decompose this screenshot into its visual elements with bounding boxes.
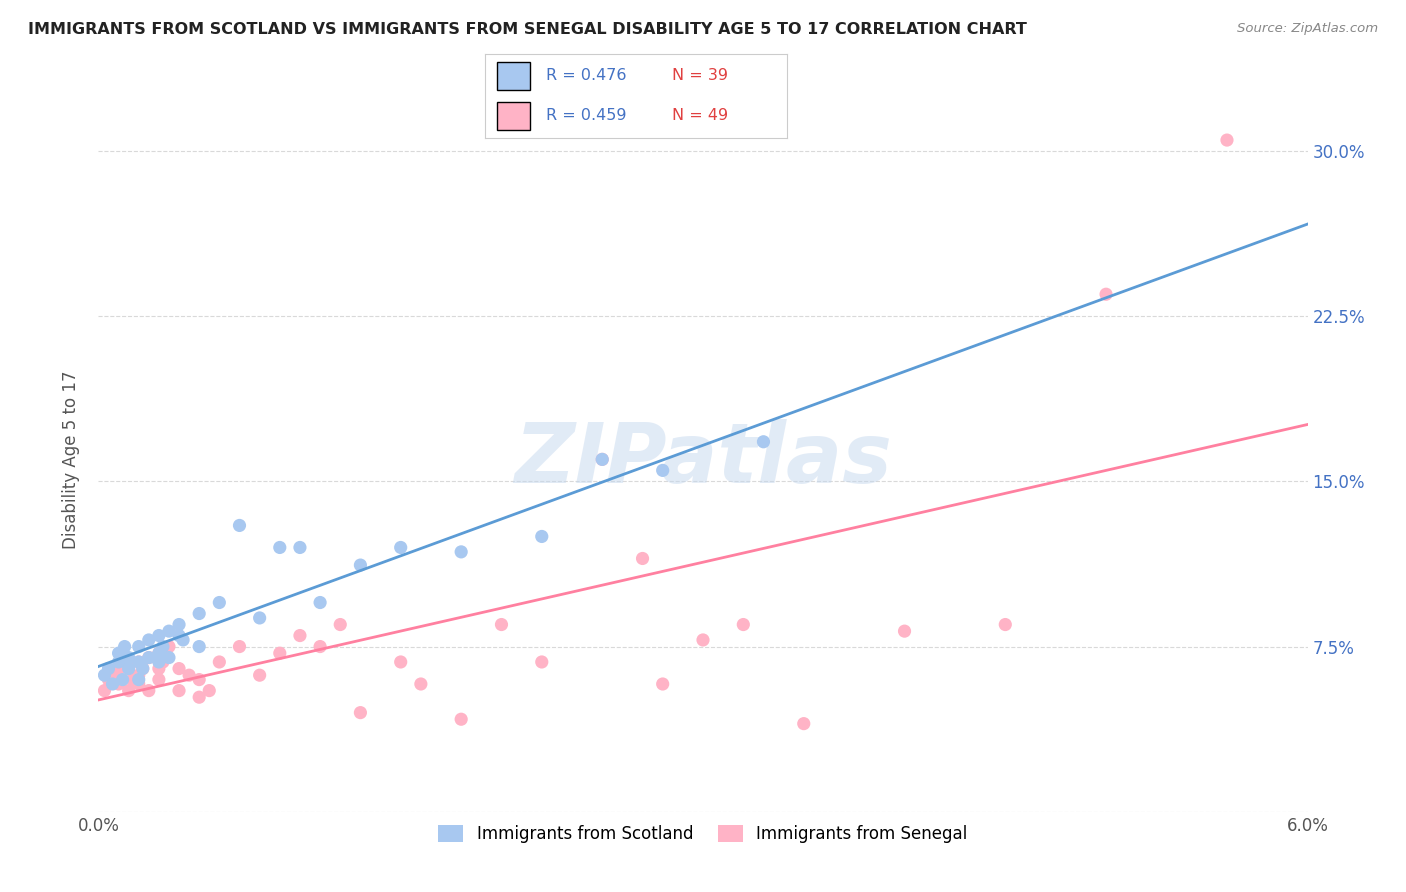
Point	[148, 646, 170, 660]
Point	[631, 551, 654, 566]
Point	[118, 662, 141, 676]
Point	[128, 673, 150, 687]
Point	[107, 646, 129, 660]
Point	[118, 662, 141, 676]
Point	[97, 662, 120, 676]
Point	[793, 716, 815, 731]
Point	[157, 640, 180, 654]
Text: ZIPatlas: ZIPatlas	[515, 419, 891, 500]
Point	[349, 706, 371, 720]
Point	[188, 607, 211, 621]
Point	[118, 650, 141, 665]
Point	[450, 545, 472, 559]
Point	[309, 595, 332, 609]
Point	[198, 683, 221, 698]
Text: IMMIGRANTS FROM SCOTLAND VS IMMIGRANTS FROM SENEGAL DISABILITY AGE 5 TO 17 CORRE: IMMIGRANTS FROM SCOTLAND VS IMMIGRANTS F…	[28, 22, 1026, 37]
Point	[114, 640, 136, 654]
Point	[228, 518, 250, 533]
Point	[349, 558, 371, 573]
Point	[138, 632, 160, 647]
Point	[1095, 287, 1118, 301]
Point	[128, 668, 150, 682]
Point	[651, 463, 673, 477]
Point	[167, 617, 190, 632]
Point	[269, 646, 291, 660]
Point	[994, 617, 1017, 632]
Point	[249, 668, 271, 682]
Point	[1216, 133, 1239, 147]
Point	[208, 595, 231, 609]
Y-axis label: Disability Age 5 to 17: Disability Age 5 to 17	[62, 370, 80, 549]
Point	[329, 617, 352, 632]
Point	[107, 655, 129, 669]
Point	[389, 655, 412, 669]
Point	[148, 646, 170, 660]
Text: Source: ZipAtlas.com: Source: ZipAtlas.com	[1237, 22, 1378, 36]
Point	[93, 683, 115, 698]
Point	[692, 632, 714, 647]
Point	[157, 624, 180, 639]
Point	[128, 640, 150, 654]
Point	[152, 655, 174, 669]
FancyBboxPatch shape	[498, 62, 530, 90]
Point	[167, 683, 190, 698]
Point	[138, 650, 160, 665]
Point	[591, 452, 613, 467]
Point	[148, 628, 170, 642]
Point	[188, 673, 211, 687]
Point	[288, 541, 311, 555]
Point	[111, 655, 134, 669]
Text: R = 0.459: R = 0.459	[546, 108, 626, 123]
Point	[138, 650, 160, 665]
Point	[128, 677, 150, 691]
Point	[179, 668, 201, 682]
Point	[733, 617, 755, 632]
Point	[530, 655, 553, 669]
Point	[228, 640, 250, 654]
Point	[409, 677, 432, 691]
Point	[172, 632, 194, 647]
Point	[450, 712, 472, 726]
Point	[97, 673, 120, 687]
Point	[167, 628, 190, 642]
Point	[591, 452, 613, 467]
Point	[157, 650, 180, 665]
Point	[118, 683, 141, 698]
Legend: Immigrants from Scotland, Immigrants from Senegal: Immigrants from Scotland, Immigrants fro…	[429, 814, 977, 853]
Text: N = 49: N = 49	[672, 108, 728, 123]
Text: N = 39: N = 39	[672, 69, 728, 84]
Point	[111, 673, 134, 687]
Point	[138, 683, 160, 698]
Text: R = 0.476: R = 0.476	[546, 69, 626, 84]
Point	[107, 662, 129, 676]
Point	[893, 624, 915, 639]
Point	[121, 673, 143, 687]
Point	[148, 655, 170, 669]
Point	[107, 677, 129, 691]
Point	[188, 690, 211, 705]
Point	[269, 541, 291, 555]
Point	[530, 529, 553, 543]
Point	[152, 640, 174, 654]
Point	[208, 655, 231, 669]
Point	[101, 677, 124, 691]
Point	[249, 611, 271, 625]
Point	[93, 668, 115, 682]
FancyBboxPatch shape	[498, 102, 530, 130]
Point	[288, 628, 311, 642]
Point	[148, 662, 170, 676]
Point	[128, 655, 150, 669]
Point	[651, 677, 673, 691]
Point	[148, 673, 170, 687]
Point	[752, 434, 775, 449]
Point	[309, 640, 332, 654]
Point	[132, 662, 155, 676]
Point	[132, 662, 155, 676]
Point	[389, 541, 412, 555]
Point	[128, 655, 150, 669]
Point	[101, 668, 124, 682]
Point	[188, 640, 211, 654]
Point	[167, 662, 190, 676]
Point	[491, 617, 513, 632]
